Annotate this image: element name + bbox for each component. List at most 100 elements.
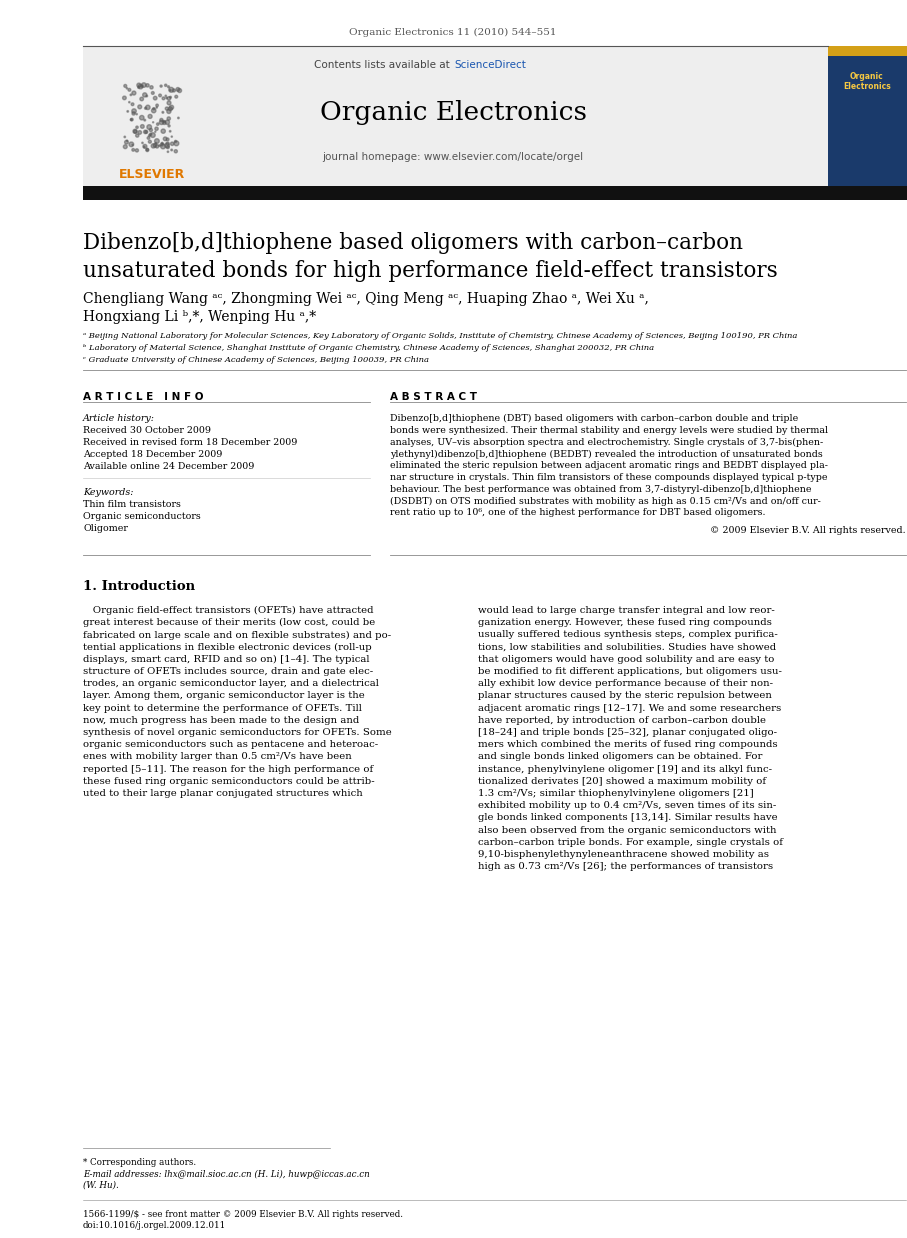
Text: tions, low stabilities and solubilities. Studies have showed: tions, low stabilities and solubilities.… [478,643,776,651]
Circle shape [143,145,147,149]
Circle shape [132,109,136,114]
Circle shape [126,88,128,89]
Circle shape [140,115,144,120]
Text: be modified to fit different applications, but oligomers usu-: be modified to fit different application… [478,667,782,676]
Circle shape [136,134,139,137]
Circle shape [156,104,159,106]
Circle shape [151,92,154,94]
Circle shape [132,103,134,105]
Circle shape [148,114,152,119]
Text: ScienceDirect: ScienceDirect [454,59,526,71]
Text: instance, phenylvinylene oligomer [19] and its alkyl func-: instance, phenylvinylene oligomer [19] a… [478,765,772,774]
Text: synthesis of novel organic semiconductors for OFETs. Some: synthesis of novel organic semiconductor… [83,728,392,737]
Circle shape [170,105,173,109]
Text: A R T I C L E   I N F O: A R T I C L E I N F O [83,392,203,402]
Text: ᵇ Laboratory of Material Science, Shanghai Institute of Organic Chemistry, Chine: ᵇ Laboratory of Material Science, Shangh… [83,344,654,352]
Circle shape [123,145,127,149]
Text: and single bonds linked oligomers can be obtained. For: and single bonds linked oligomers can be… [478,753,763,761]
Text: E-mail addresses: lhx@mail.sioc.ac.cn (H. Li), huwp@iccas.ac.cn: E-mail addresses: lhx@mail.sioc.ac.cn (H… [83,1170,370,1179]
Circle shape [168,125,171,128]
Text: Contents lists available at: Contents lists available at [314,59,453,71]
Circle shape [150,134,151,135]
Circle shape [156,106,158,108]
Circle shape [155,128,158,130]
Text: mers which combined the merits of fused ring compounds: mers which combined the merits of fused … [478,740,777,749]
Circle shape [166,146,170,149]
Circle shape [146,84,149,87]
Text: 1.3 cm²/Vs; similar thiophenylvinylene oligomers [21]: 1.3 cm²/Vs; similar thiophenylvinylene o… [478,789,754,799]
Circle shape [127,110,129,113]
Text: bonds were synthesized. Their thermal stability and energy levels were studied b: bonds were synthesized. Their thermal st… [390,426,828,435]
Circle shape [166,142,170,145]
Circle shape [172,89,175,92]
Circle shape [171,149,172,151]
Circle shape [149,135,151,136]
Circle shape [166,137,169,141]
Circle shape [129,102,130,103]
Text: ᶜ Graduate University of Chinese Academy of Sciences, Beijing 100039, PR China: ᶜ Graduate University of Chinese Academy… [83,357,429,364]
Circle shape [141,85,142,88]
Text: enes with mobility larger than 0.5 cm²/Vs have been: enes with mobility larger than 0.5 cm²/V… [83,753,352,761]
Text: structure of OFETs includes source, drain and gate elec-: structure of OFETs includes source, drai… [83,667,373,676]
Circle shape [151,132,155,137]
Circle shape [160,119,163,121]
Circle shape [132,92,136,95]
Text: Organic Electronics: Organic Electronics [319,100,587,125]
Text: Thin film transistors: Thin film transistors [83,500,180,509]
Circle shape [146,149,149,151]
Text: Keywords:: Keywords: [83,488,133,496]
Circle shape [165,95,167,97]
Circle shape [141,83,146,88]
Circle shape [170,130,171,132]
Text: fabricated on large scale and on flexible substrates) and po-: fabricated on large scale and on flexibl… [83,630,391,640]
Circle shape [147,136,150,140]
Circle shape [169,106,172,110]
Circle shape [150,129,152,131]
Circle shape [149,140,151,144]
Circle shape [135,149,139,152]
Text: Chengliang Wang ᵃᶜ, Zhongming Wei ᵃᶜ, Qing Meng ᵃᶜ, Huaping Zhao ᵃ, Wei Xu ᵃ,: Chengliang Wang ᵃᶜ, Zhongming Wei ᵃᶜ, Qi… [83,292,649,306]
Text: usually suffered tedious synthesis steps, complex purifica-: usually suffered tedious synthesis steps… [478,630,777,639]
Circle shape [167,109,171,114]
Circle shape [143,130,147,134]
Text: would lead to large charge transfer integral and low reor-: would lead to large charge transfer inte… [478,605,775,615]
Circle shape [141,125,144,129]
Circle shape [164,84,167,87]
Text: ally exhibit low device performance because of their non-: ally exhibit low device performance beca… [478,680,773,688]
FancyBboxPatch shape [828,46,907,56]
Circle shape [154,139,160,144]
Circle shape [138,131,141,134]
Circle shape [151,109,156,113]
Text: unsaturated bonds for high performance field-effect transistors: unsaturated bonds for high performance f… [83,260,777,282]
Circle shape [147,125,151,130]
Circle shape [170,89,171,92]
Text: 1566-1199/$ - see front matter © 2009 Elsevier B.V. All rights reserved.: 1566-1199/$ - see front matter © 2009 El… [83,1210,403,1219]
Text: Accepted 18 December 2009: Accepted 18 December 2009 [83,449,222,459]
Circle shape [141,142,143,144]
Circle shape [159,94,161,97]
Circle shape [153,97,157,100]
Circle shape [161,142,163,146]
Text: (W. Hu).: (W. Hu). [83,1181,119,1190]
Circle shape [153,144,157,147]
Circle shape [124,84,127,88]
Text: Hongxiang Li ᵇ,*, Wenping Hu ᵃ,*: Hongxiang Li ᵇ,*, Wenping Hu ᵃ,* [83,310,317,324]
Text: now, much progress has been made to the design and: now, much progress has been made to the … [83,716,359,724]
Text: displays, smart card, RFID and so on) [1–4]. The typical: displays, smart card, RFID and so on) [1… [83,655,369,664]
Text: doi:10.1016/j.orgel.2009.12.011: doi:10.1016/j.orgel.2009.12.011 [83,1221,226,1231]
FancyBboxPatch shape [83,46,222,186]
Text: layer. Among them, organic semiconductor layer is the: layer. Among them, organic semiconductor… [83,691,365,701]
Text: also been observed from the organic semiconductors with: also been observed from the organic semi… [478,826,776,834]
Circle shape [166,98,168,99]
Circle shape [137,83,141,87]
Circle shape [161,142,163,144]
Circle shape [129,142,133,146]
Circle shape [167,151,169,152]
Circle shape [178,89,181,93]
Text: eliminated the steric repulsion between adjacent aromatic rings and BEDBT displa: eliminated the steric repulsion between … [390,462,828,470]
Text: gle bonds linked components [13,14]. Similar results have: gle bonds linked components [13,14]. Sim… [478,813,777,822]
FancyBboxPatch shape [828,46,907,186]
Text: uted to their large planar conjugated structures which: uted to their large planar conjugated st… [83,789,363,799]
Circle shape [170,97,171,98]
Circle shape [143,146,145,147]
